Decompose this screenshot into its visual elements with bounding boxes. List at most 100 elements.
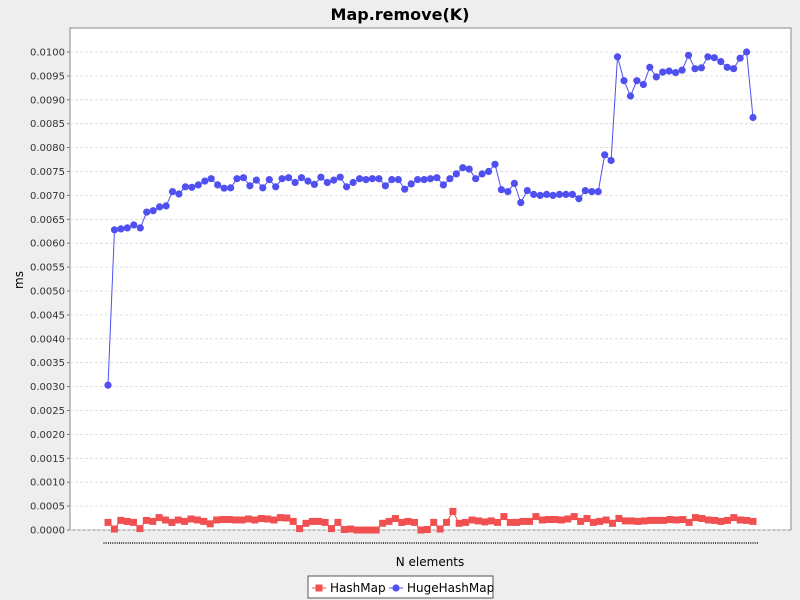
- data-point-hugehashmap: [543, 190, 551, 198]
- data-point-hugehashmap: [691, 65, 699, 73]
- y-tick-label: 0.0015: [30, 454, 65, 465]
- data-point-hugehashmap: [246, 182, 254, 190]
- data-point-hashmap: [181, 517, 189, 525]
- data-point-hugehashmap: [749, 113, 757, 122]
- data-point-hashmap: [385, 517, 393, 525]
- data-point-hashmap: [353, 526, 361, 534]
- data-point-hugehashmap: [181, 183, 189, 191]
- data-point-hugehashmap: [117, 225, 125, 233]
- data-point-hashmap: [468, 516, 476, 524]
- data-point-hugehashmap: [613, 53, 622, 61]
- data-point-hashmap: [270, 516, 278, 524]
- data-point-hugehashmap: [414, 176, 422, 184]
- gridlines: [70, 51, 791, 531]
- data-point-hashmap: [615, 515, 623, 522]
- data-point-hashmap: [577, 517, 585, 525]
- data-point-hugehashmap: [265, 176, 273, 184]
- y-tick-label: 0.0030: [30, 382, 65, 393]
- data-point-hashmap: [628, 517, 636, 525]
- data-point-hugehashmap: [575, 195, 583, 203]
- chart-title: Map.remove(K): [331, 5, 470, 24]
- data-point-hugehashmap: [420, 176, 428, 184]
- y-tick-label: 0.0060: [30, 239, 65, 250]
- data-point-hashmap: [570, 513, 578, 521]
- data-point-hashmap: [219, 516, 227, 523]
- data-point-hugehashmap: [562, 190, 570, 198]
- data-point-hashmap: [117, 516, 125, 524]
- data-point-hugehashmap: [723, 63, 731, 71]
- data-point-hugehashmap: [433, 174, 441, 182]
- data-point-hashmap: [245, 515, 252, 523]
- data-point-hashmap: [672, 516, 680, 524]
- data-point-hugehashmap: [233, 175, 241, 183]
- data-point-hashmap: [238, 516, 246, 524]
- data-point-hashmap: [206, 520, 214, 528]
- data-point-hashmap: [449, 507, 457, 515]
- series-layer: [104, 48, 757, 534]
- data-point-hashmap: [200, 517, 208, 525]
- data-point-hugehashmap: [110, 226, 119, 234]
- data-point-hugehashmap: [426, 175, 435, 183]
- y-tick-label: 0.0065: [30, 215, 65, 226]
- data-point-hashmap: [359, 526, 367, 534]
- y-tick-label: 0.0025: [30, 406, 65, 417]
- data-point-hugehashmap: [175, 190, 183, 198]
- data-point-hashmap: [526, 517, 533, 525]
- data-point-hashmap: [104, 518, 112, 526]
- data-point-hugehashmap: [343, 183, 351, 191]
- legend-label-hugehashmap: HugeHashMap: [407, 581, 494, 595]
- data-point-hashmap: [500, 513, 508, 521]
- data-point-hashmap: [666, 516, 674, 523]
- x-axis-ticks: [103, 542, 758, 544]
- data-point-hugehashmap: [478, 170, 486, 178]
- data-point-hashmap: [193, 516, 201, 524]
- data-point-hashmap: [538, 516, 546, 524]
- y-tick-label: 0.0070: [30, 191, 65, 202]
- data-point-hugehashmap: [581, 187, 589, 195]
- legend-marker-hashmap: [315, 584, 323, 592]
- data-point-hugehashmap: [130, 221, 138, 229]
- data-point-hugehashmap: [568, 190, 577, 198]
- series-hugehashmap: [104, 48, 757, 389]
- data-point-hashmap: [162, 516, 169, 524]
- data-point-hashmap: [315, 517, 323, 525]
- data-point-hugehashmap: [472, 175, 480, 183]
- data-point-hugehashmap: [156, 203, 164, 211]
- data-point-hashmap: [564, 515, 572, 523]
- data-point-hugehashmap: [607, 156, 615, 165]
- data-point-hashmap: [474, 517, 482, 525]
- data-point-hugehashmap: [304, 177, 312, 185]
- data-point-hugehashmap: [530, 190, 538, 198]
- data-point-hashmap: [155, 514, 163, 522]
- data-point-hugehashmap: [678, 66, 686, 74]
- data-point-hugehashmap: [652, 73, 660, 81]
- data-point-hugehashmap: [136, 224, 144, 232]
- data-point-hashmap: [698, 515, 706, 522]
- data-point-hashmap: [660, 516, 668, 524]
- data-point-hugehashmap: [123, 224, 131, 232]
- y-tick-label: 0.0005: [30, 502, 65, 513]
- data-point-hashmap: [513, 518, 521, 526]
- data-point-hashmap: [532, 513, 540, 521]
- data-point-hugehashmap: [317, 173, 325, 181]
- data-point-hugehashmap: [485, 167, 493, 176]
- data-point-hugehashmap: [646, 63, 654, 71]
- data-point-hugehashmap: [536, 191, 544, 199]
- data-point-hugehashmap: [188, 183, 196, 191]
- data-point-hugehashmap: [659, 68, 667, 76]
- data-point-hugehashmap: [104, 381, 112, 389]
- data-point-hugehashmap: [588, 188, 596, 196]
- data-point-hashmap: [264, 515, 272, 523]
- data-point-hugehashmap: [336, 173, 344, 181]
- y-tick-label: 0.0080: [30, 143, 65, 154]
- y-tick-label: 0.0040: [30, 334, 65, 345]
- data-point-hashmap: [711, 516, 719, 524]
- data-point-hashmap: [634, 517, 642, 525]
- data-point-hugehashmap: [388, 176, 396, 184]
- data-point-hashmap: [430, 518, 438, 526]
- data-point-hugehashmap: [743, 48, 751, 56]
- data-point-hashmap: [187, 515, 195, 523]
- data-point-hugehashmap: [665, 67, 673, 75]
- y-tick-label: 0.0020: [30, 430, 65, 441]
- data-point-hashmap: [557, 516, 565, 524]
